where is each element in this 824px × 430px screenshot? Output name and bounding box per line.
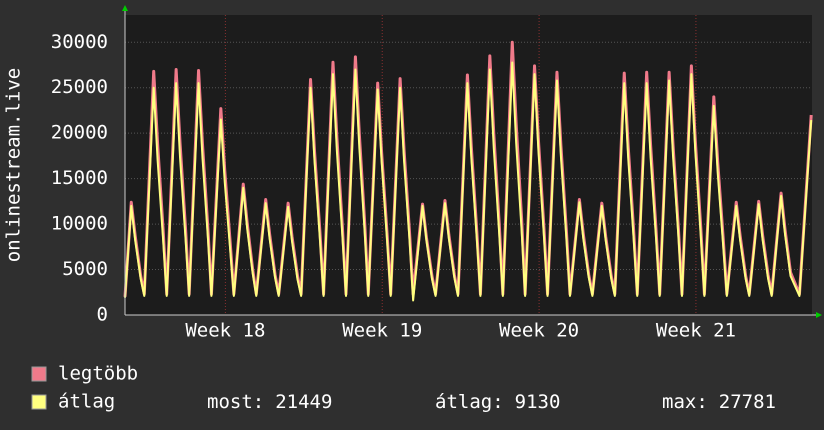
legend-stat: átlag: 9130 <box>435 391 560 413</box>
y-tick-label: 15000 <box>51 167 108 189</box>
y-tick-label: 5000 <box>62 258 108 280</box>
x-tick-label: Week 21 <box>656 320 736 342</box>
y-arrow <box>122 5 128 11</box>
y-tick-label: 20000 <box>51 122 108 144</box>
stat-value: 9130 <box>515 391 561 413</box>
x-arrow <box>816 312 822 318</box>
x-tick-label: Week 18 <box>185 320 265 342</box>
x-tick-label: Week 20 <box>499 320 579 342</box>
legend-label: legtöbb <box>58 363 138 385</box>
y-tick-label: 30000 <box>51 31 108 53</box>
stat-value: 27781 <box>719 391 776 413</box>
x-tick-label: Week 19 <box>342 320 422 342</box>
legend-stat: max: 27781 <box>662 391 776 413</box>
y-tick-label: 0 <box>97 304 108 326</box>
y-axis-label: onlinestream.live <box>3 68 25 262</box>
legend-swatch <box>31 394 47 410</box>
stat-label: átlag: <box>435 391 504 413</box>
legend-swatch <box>31 366 47 382</box>
series-line <box>124 61 813 302</box>
legend-label: átlag <box>58 391 115 413</box>
legend: legtöbb átlag most: 21449 átlag: 9130 max: 2778… <box>31 363 776 413</box>
legend-stat: most: 21449 <box>207 391 332 413</box>
stat-value: 21449 <box>275 391 332 413</box>
y-tick-label: 25000 <box>51 76 108 98</box>
y-tick-label: 10000 <box>51 213 108 235</box>
stat-label: most: <box>207 391 264 413</box>
stat-label: max: <box>662 391 708 413</box>
plot-area <box>125 15 812 315</box>
